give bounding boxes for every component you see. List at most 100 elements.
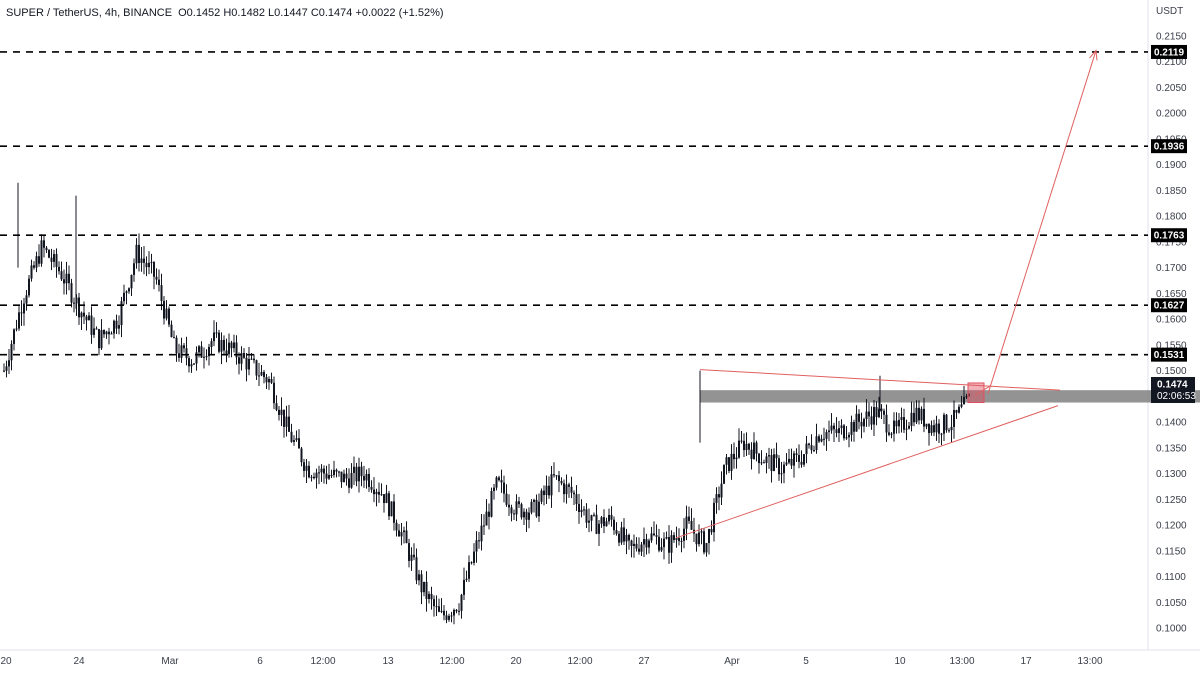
candle-body — [863, 418, 865, 427]
candle-body — [430, 593, 433, 600]
breakout-highlight-box[interactable] — [967, 382, 985, 404]
candle-body — [243, 353, 245, 358]
candle-body — [318, 472, 320, 474]
candle-body — [168, 308, 170, 325]
candle-body — [563, 483, 565, 495]
candle-body — [590, 515, 593, 521]
candle-body — [325, 473, 328, 479]
candle-body — [878, 408, 880, 418]
candle-body — [848, 434, 850, 438]
candle-body — [390, 501, 393, 517]
candle-body — [28, 278, 30, 296]
lower-trendline[interactable] — [675, 405, 1059, 539]
candle-body — [778, 458, 780, 475]
candle-body — [820, 438, 823, 442]
drawings-layer — [675, 49, 1098, 539]
candle-body — [933, 425, 935, 433]
candle-body — [550, 474, 553, 496]
candle-body — [143, 258, 145, 263]
candle-body — [295, 438, 298, 441]
x-tick-label: 12:00 — [439, 656, 464, 667]
candle-body — [643, 539, 645, 545]
breakout-pointer — [974, 385, 991, 396]
price-level-tag — [1151, 44, 1187, 59]
candle-body — [270, 378, 273, 383]
candle-body — [700, 531, 703, 533]
candles-layer — [3, 182, 970, 625]
candle-body — [565, 484, 568, 495]
candle-body — [80, 312, 83, 318]
candle-body — [385, 493, 388, 503]
candle-body — [373, 489, 375, 495]
price-level-tag — [1151, 347, 1187, 362]
y-tick-label: 0.1600 — [1156, 315, 1187, 326]
candle-body — [258, 375, 260, 377]
candle-body — [5, 366, 8, 371]
candle-body — [375, 491, 378, 495]
candle-body — [125, 291, 128, 293]
candle-body — [688, 516, 690, 521]
candle-body — [140, 258, 143, 264]
candle-body — [838, 428, 840, 434]
candle-body — [775, 454, 778, 459]
candle-body — [308, 465, 310, 478]
candle-body — [953, 410, 955, 427]
candle-body — [353, 466, 355, 473]
candle-body — [943, 414, 945, 434]
y-tick-label: 0.2050 — [1156, 83, 1187, 94]
candle-body — [433, 599, 435, 607]
price-level-label: 0.1531 — [1154, 350, 1185, 361]
upper-trendline[interactable] — [699, 369, 1061, 391]
current-price-label: 0.1474 — [1157, 379, 1188, 390]
candle-body — [530, 501, 533, 513]
candle-body — [370, 486, 373, 490]
candle-body — [578, 503, 580, 512]
price-level-label: 0.2119 — [1154, 47, 1184, 58]
candle-body — [95, 328, 98, 330]
candle-body — [595, 514, 598, 534]
candle-body — [698, 532, 700, 545]
candle-body — [938, 423, 940, 434]
candle-body — [660, 547, 663, 551]
candle-body — [335, 469, 338, 472]
candle-body — [303, 462, 305, 471]
price-labels-layer: 0.2119 0.1936 0.1763 0.1627 0.1531 0.147402:0… — [1151, 44, 1196, 403]
candle-body — [275, 403, 278, 410]
candle-body — [68, 273, 70, 284]
candle-body — [20, 312, 23, 314]
y-tick-label: 0.1750 — [1156, 237, 1187, 248]
x-tick-label: Apr — [724, 656, 740, 667]
candle-body — [515, 501, 518, 515]
candle-body — [320, 468, 323, 473]
candle-body — [145, 262, 148, 268]
x-axis-ticks[interactable]: 20 24 Mar 6 12:00 13 12:00 20 12:00 27 Apr 5 10 13:00… — [0, 656, 1103, 667]
candle-body — [233, 342, 235, 349]
candle-body — [23, 303, 25, 314]
candle-body — [818, 436, 820, 442]
y-tick-label: 0.1700 — [1156, 263, 1187, 274]
current-price-tag — [1151, 376, 1195, 403]
price-level-tag — [1151, 139, 1187, 154]
candle-body — [500, 480, 503, 483]
symbol-title: SUPER / TetherUS, 4h, BINANCE — [6, 7, 172, 19]
candle-body — [755, 442, 758, 454]
candle-body — [280, 409, 283, 415]
candle-body — [483, 525, 485, 527]
candle-body — [875, 407, 878, 418]
candle-body — [25, 295, 28, 304]
candle-body — [673, 535, 675, 540]
candle-body — [130, 274, 133, 289]
candle-body — [465, 578, 468, 580]
candle-body — [625, 534, 628, 542]
candle-body — [645, 539, 648, 548]
x-tick-label: 12:00 — [310, 656, 335, 667]
candle-body — [825, 432, 828, 439]
candle-body — [128, 288, 130, 292]
candle-body — [428, 593, 430, 600]
projection-arrow[interactable] — [987, 50, 1097, 394]
candle-body — [633, 543, 635, 547]
y-tick-label: 0.1100 — [1156, 572, 1186, 583]
